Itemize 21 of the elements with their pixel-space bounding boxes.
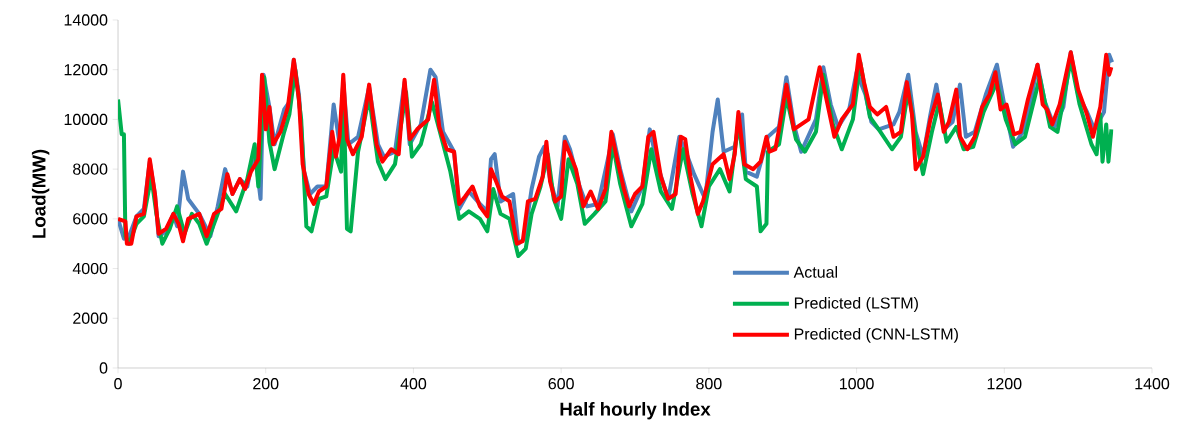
x-tick-label: 600 [548, 378, 574, 390]
y-tick-label: 4000 [72, 262, 108, 275]
y-tick-label: 0 [99, 362, 108, 374]
x-tick-label: 1000 [839, 378, 874, 390]
x-tick-label: 0 [114, 378, 122, 390]
y-axis-title: Load(MW) [31, 149, 50, 238]
legend-label: Actual [793, 266, 837, 278]
y-tick-label: 10000 [64, 113, 108, 126]
y-tick-label: 8000 [73, 163, 108, 175]
x-tick-label: 800 [696, 378, 722, 390]
legend-label: Predicted (CNN-LSTM) [794, 327, 958, 343]
y-tick-label: 6000 [73, 213, 108, 225]
y-tick-label: 2000 [73, 312, 108, 324]
y-tick-label: 14000 [64, 14, 108, 26]
legend-label: Predicted (LSTM) [794, 297, 918, 312]
x-tick-label: 200 [253, 378, 279, 390]
x-tick-label: 1400 [1135, 378, 1170, 390]
x-tick-label: 400 [400, 378, 427, 390]
x-axis-title: Half hourly Index [560, 402, 711, 420]
y-tick-label: 12000 [64, 64, 108, 76]
x-tick-label: 1200 [987, 378, 1022, 390]
